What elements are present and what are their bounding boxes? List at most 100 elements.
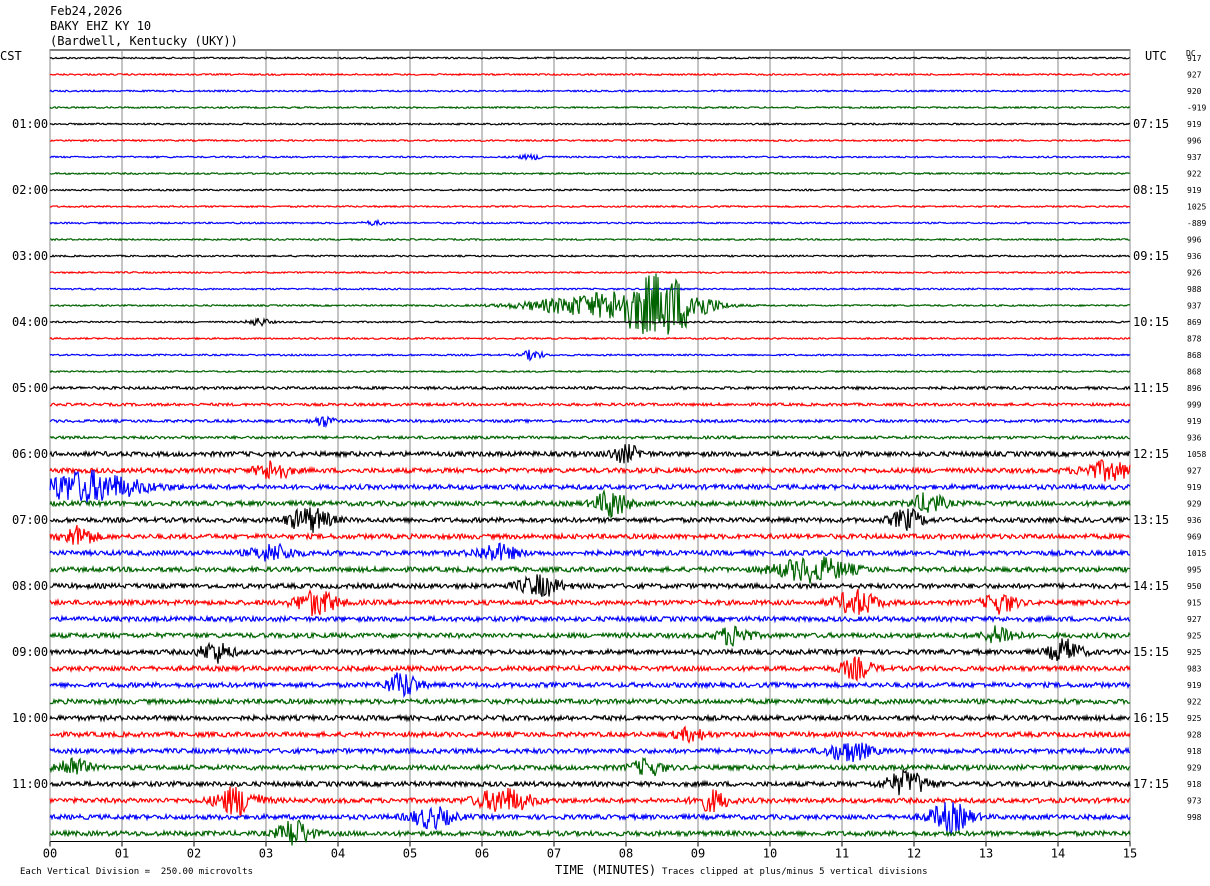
dc-offset-label: 922 [1187, 170, 1202, 179]
dc-offset-label: 996 [1187, 236, 1202, 245]
dc-offset-label: 929 [1187, 500, 1202, 509]
seismic-trace [49, 270, 1131, 275]
seismic-trace [49, 672, 1131, 699]
seismic-trace [49, 725, 1131, 744]
seismic-trace [49, 819, 1131, 846]
seismic-trace [49, 152, 1131, 161]
x-tick-label: 11 [835, 847, 849, 861]
dc-offset-label: 936 [1187, 516, 1202, 525]
station-label: BAKY EHZ KY 10 [50, 19, 152, 33]
dc-offset-label: 896 [1187, 384, 1202, 393]
seismic-trace [49, 89, 1131, 93]
dc-offset-label: 927 [1187, 467, 1202, 476]
x-tick-label: 00 [43, 847, 57, 861]
seismic-trace [49, 336, 1131, 341]
x-tick-label: 13 [979, 847, 993, 861]
seismic-trace [49, 171, 1131, 176]
dc-label: DC [1186, 49, 1196, 58]
dc-offset-label: 918 [1187, 780, 1202, 789]
utc-hour-label: 12:15 [1133, 447, 1169, 461]
dc-offset-label: 996 [1187, 137, 1202, 146]
dc-offset-label: 919 [1187, 483, 1202, 492]
utc-hour-label: 14:15 [1133, 579, 1169, 593]
dc-offset-label: 919 [1187, 186, 1202, 195]
clip-note: Traces clipped at plus/minus 5 vertical … [662, 867, 928, 877]
cst-hour-label: 05:00 [12, 381, 48, 395]
x-tick-label: 08 [619, 847, 633, 861]
plot-frame [49, 49, 1131, 842]
seismic-trace [49, 218, 1131, 227]
cst-hour-label: 08:00 [12, 579, 48, 593]
dc-offset-label: 922 [1187, 698, 1202, 707]
x-tick-label: 06 [475, 847, 489, 861]
header: Feb24,2026 BAKY EHZ KY 10 (Bardwell, Ken… [50, 4, 238, 49]
seismic-trace [49, 696, 1131, 707]
seismic-trace [49, 122, 1131, 126]
cst-hour-label: 07:00 [12, 513, 48, 527]
dc-offset-label: 998 [1187, 813, 1202, 822]
seismic-trace [49, 756, 1131, 777]
cst-hour-label: 01:00 [12, 117, 48, 131]
seismic-trace [49, 574, 1131, 597]
utc-hour-label: 09:15 [1133, 249, 1169, 263]
dc-offset-label: 925 [1187, 632, 1202, 641]
labels: 00 01 02 03 04 05 06 07 08 09 10 11 12 13 14 15 CST UTC DC… [0, 49, 1206, 861]
seismic-trace [49, 556, 1131, 584]
utc-hour-label: 11:15 [1133, 381, 1169, 395]
utc-hour-label: 10:15 [1133, 315, 1169, 329]
seismic-trace [49, 444, 1131, 464]
dc-offset-label: 929 [1187, 764, 1202, 773]
seismic-trace [49, 287, 1131, 291]
seismic-trace [49, 254, 1131, 258]
seismic-trace [49, 742, 1131, 763]
cst-hour-label: 09:00 [12, 645, 48, 659]
x-tick-label: 15 [1123, 847, 1137, 861]
x-tick-label: 14 [1051, 847, 1065, 861]
x-tick-label: 02 [187, 847, 201, 861]
x-tick-label: 12 [907, 847, 921, 861]
dc-offset-label: 988 [1187, 285, 1202, 294]
seismic-trace [49, 385, 1131, 392]
dc-offset-label: 936 [1187, 252, 1202, 261]
x-tick-label: 03 [259, 847, 273, 861]
dc-offset-label: 927 [1187, 71, 1202, 80]
seismic-trace [49, 369, 1131, 374]
dc-offset-label: 919 [1187, 681, 1202, 690]
dc-offset-label: 920 [1187, 87, 1202, 96]
dc-offset-label: 969 [1187, 533, 1202, 542]
cst-hour-label: 02:00 [12, 183, 48, 197]
dc-offset-label: 983 [1187, 665, 1202, 674]
seismic-trace [49, 138, 1131, 143]
right-axis-label: UTC [1145, 49, 1167, 63]
seismic-trace [49, 588, 1131, 617]
utc-hour-label: 17:15 [1133, 777, 1169, 791]
cst-hour-label: 06:00 [12, 447, 48, 461]
utc-hour-label: 07:15 [1133, 117, 1169, 131]
dc-offset-label: 919 [1187, 120, 1202, 129]
x-tick-label: 07 [547, 847, 561, 861]
x-tick-label: 01 [115, 847, 129, 861]
utc-hour-label: 15:15 [1133, 645, 1169, 659]
dc-offset-label: 1015 [1187, 549, 1206, 558]
seismic-trace [49, 72, 1131, 77]
seismic-trace [49, 625, 1131, 647]
cst-hour-label: 03:00 [12, 249, 48, 263]
seismic-trace [49, 237, 1131, 242]
seismic-trace [49, 469, 1131, 503]
dc-offset-label: 915 [1187, 599, 1202, 608]
dc-offset-label: 937 [1187, 153, 1202, 162]
traces [49, 56, 1131, 846]
seismic-trace [49, 542, 1131, 562]
scale-note: Each Vertical Division = 250.00 microvol… [20, 867, 253, 877]
dc-offset-label: 925 [1187, 648, 1202, 657]
x-tick-label: 09 [691, 847, 705, 861]
seismic-trace [49, 459, 1131, 482]
seismic-trace [49, 204, 1131, 209]
dc-offset-label: 919 [1187, 417, 1202, 426]
seismic-trace [49, 656, 1131, 683]
dc-offset-label: 868 [1187, 351, 1202, 360]
dc-offset-label: 999 [1187, 401, 1202, 410]
seismic-trace [49, 768, 1131, 796]
dc-offset-label: 926 [1187, 269, 1202, 278]
dc-offset-label: 1058 [1187, 450, 1206, 459]
